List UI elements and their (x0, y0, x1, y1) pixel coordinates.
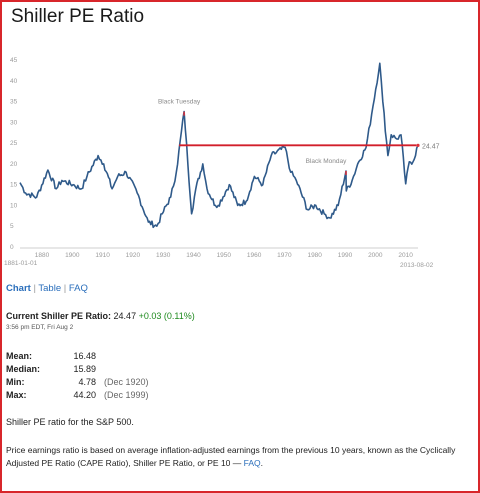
stats-row: Mean: 16.48 (4, 349, 151, 362)
y-tick-label: 45 (10, 57, 18, 64)
y-tick-label: 40 (10, 78, 18, 85)
x-tick-label: 1980 (307, 252, 322, 259)
x-tick-label: 1960 (247, 252, 262, 259)
range-end-label: 2013-08-02 (400, 262, 434, 269)
annotation-label: Black Tuesday (158, 99, 201, 106)
x-tick-label: 2010 (398, 252, 413, 259)
table-link[interactable]: Table (38, 283, 62, 294)
annotation-label: Black Monday (306, 158, 348, 165)
faq-inline-link[interactable]: FAQ (243, 458, 261, 468)
stat-value: 15.89 (73, 363, 96, 374)
current-label: Current Shiller PE Ratio: (6, 311, 112, 321)
stat-label: Median: (6, 363, 41, 374)
page-title: Shiller PE Ratio (11, 6, 145, 27)
current-value-label: 24.47 (422, 143, 440, 150)
paragraph-end: . (260, 458, 264, 468)
y-tick-label: 0 (10, 244, 14, 251)
x-tick-label: 1970 (277, 252, 292, 259)
y-tick-label: 35 (10, 99, 18, 106)
faq-link[interactable]: FAQ (68, 283, 88, 294)
x-tick-label: 1950 (217, 252, 232, 259)
stats-table: Mean: 16.48 Median: 15.89 Min: 4.78 (Dec 1920)… (4, 349, 151, 401)
current-value: 24.47 (113, 311, 137, 321)
x-tick-label: 1900 (65, 252, 80, 259)
paragraph-text: Price earnings ratio is based on average… (6, 445, 456, 468)
x-tick-label: 1940 (186, 252, 201, 259)
current-timestamp: 3:56 pm EDT, Fri Aug 2 (6, 324, 74, 331)
x-tick-label: 1920 (126, 252, 141, 259)
stat-date: (Dec 1999) (104, 389, 149, 400)
shiller-pe-chart: 0 5 10 15 20 25 30 35 40 45 1880 1900 1910 1920 1930 19… (4, 57, 440, 269)
x-tick-label: 1930 (156, 252, 171, 259)
stat-value: 44.20 (73, 389, 96, 400)
series-line (19, 62, 419, 229)
y-tick-label: 20 (10, 161, 18, 168)
y-tick-label: 10 (10, 202, 18, 209)
stat-value: 4.78 (78, 376, 96, 387)
stats-row: Max: 44.20 (Dec 1999) (4, 388, 151, 401)
current-change: +0.03 (0.11%) (138, 311, 195, 321)
y-tick-label: 5 (10, 223, 14, 230)
y-tick-label: 30 (10, 119, 18, 126)
description: Shiller PE ratio for the S&P 500. (6, 417, 134, 427)
x-tick-label: 1990 (338, 252, 353, 259)
range-start-label: 1881-01-01 (4, 260, 38, 267)
stat-date (98, 349, 151, 362)
stat-label: Max: (6, 389, 27, 400)
stats-row: Median: 15.89 (4, 362, 151, 375)
stat-label: Min: (6, 376, 25, 387)
chart-annotations: Black Tuesday Black Monday 24.47 (158, 99, 440, 175)
link-separator: | (63, 283, 67, 294)
stat-date (98, 362, 151, 375)
y-tick-label: 25 (10, 140, 18, 147)
chart-link[interactable]: Chart (6, 283, 31, 294)
stat-date: (Dec 1920) (104, 376, 149, 387)
stat-value: 16.48 (73, 350, 96, 361)
x-tick-label: 2000 (368, 252, 383, 259)
current-value-line: Current Shiller PE Ratio: 24.47 +0.03 (0… (6, 311, 195, 321)
stat-label: Mean: (6, 350, 33, 361)
link-separator: | (33, 283, 36, 294)
y-tick-label: 15 (10, 182, 18, 189)
chart-axes: 0 5 10 15 20 25 30 35 40 45 1880 1900 1910 1920 1930 19… (4, 57, 434, 269)
stats-row: Min: 4.78 (Dec 1920) (4, 375, 151, 388)
explanation-paragraph: Price earnings ratio is based on average… (6, 444, 468, 470)
view-links: Chart | Table | FAQ (6, 283, 88, 294)
x-tick-label: 1910 (95, 252, 110, 259)
x-tick-label: 1880 (35, 252, 50, 259)
current-marker (416, 143, 420, 147)
